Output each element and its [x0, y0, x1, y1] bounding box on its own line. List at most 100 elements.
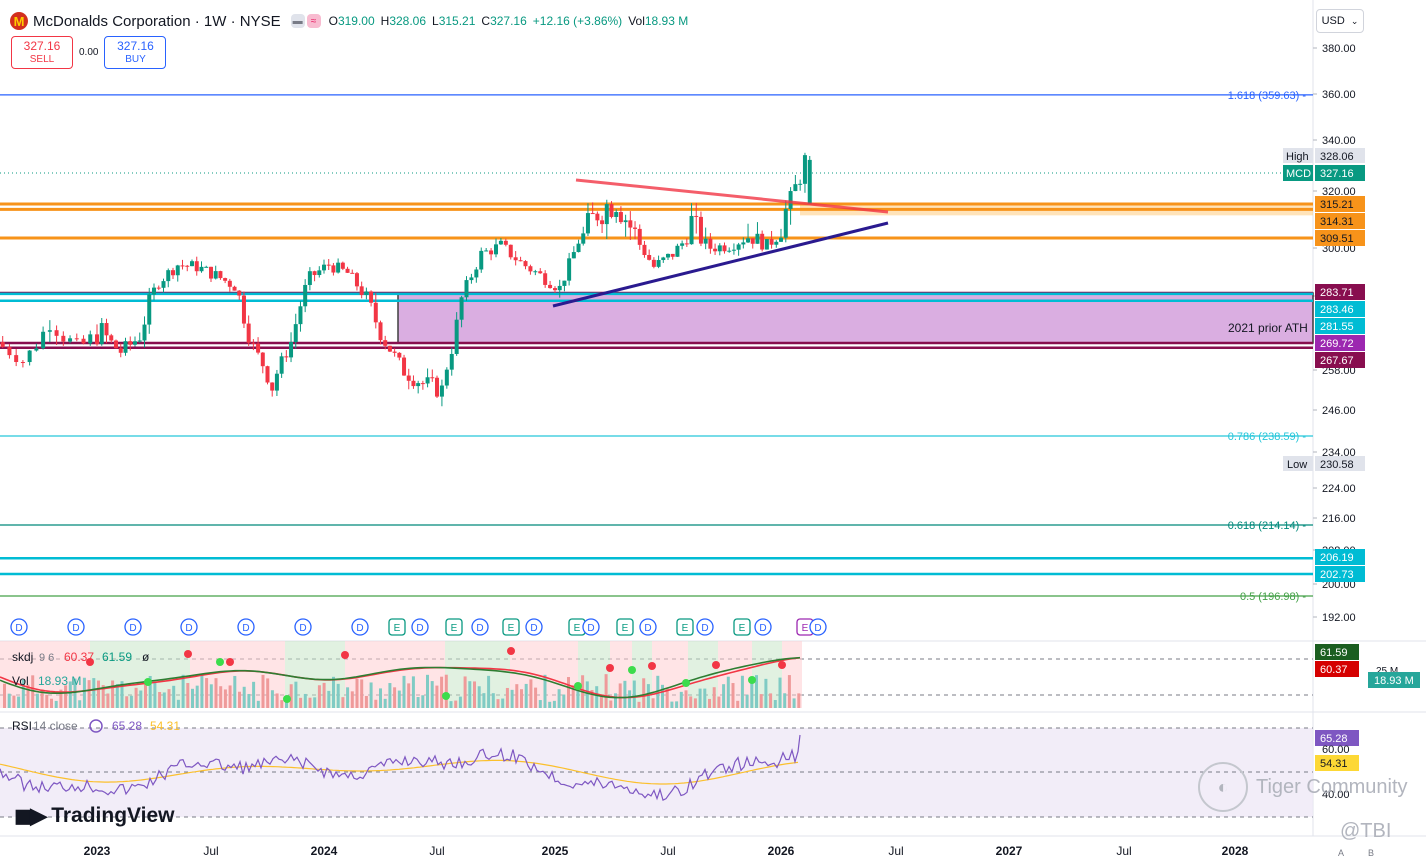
vol-value: 18.93 M — [644, 14, 689, 28]
high-label-box — [1283, 148, 1313, 163]
candle — [435, 377, 439, 397]
rsi-line — [0, 734, 801, 802]
fib-level-label: 0.5 (196.98) - — [1240, 591, 1306, 603]
skdj-k-value: 60.37 — [64, 650, 94, 664]
volume-bar — [543, 674, 547, 708]
volume-bar — [195, 685, 199, 708]
candle — [218, 271, 223, 279]
vol-value: 18.93 M — [38, 674, 81, 688]
level-price-tag — [1315, 284, 1365, 300]
level-price-tag-text: 267.67 — [1320, 355, 1354, 367]
volume-bar — [421, 695, 425, 708]
candle — [279, 356, 284, 374]
dividend-marker-label: D — [356, 623, 363, 634]
level-price-tag-text: 202.73 — [1320, 569, 1354, 581]
earnings-marker — [502, 618, 520, 636]
volume-bar — [614, 693, 617, 708]
volume-bar — [45, 694, 49, 708]
candle — [802, 155, 807, 184]
candle — [454, 319, 459, 354]
candle — [99, 323, 104, 345]
candle — [411, 380, 416, 387]
earnings-marker-label: E — [739, 623, 746, 634]
currency-select[interactable]: USD ⌄ — [1316, 9, 1364, 33]
dividend-marker-label: D — [416, 623, 423, 634]
rsi-ma-tag — [1315, 755, 1359, 771]
volume-bar — [769, 693, 773, 708]
volume-bar — [379, 688, 382, 708]
header-toggles[interactable]: ▬ ≈ — [290, 14, 321, 28]
symbol-title[interactable]: McDonalds Corporation · 1W · NYSE — [33, 12, 281, 30]
skdj-cross-dot — [648, 662, 656, 670]
candle — [567, 258, 572, 281]
candle — [123, 341, 128, 353]
candle — [246, 323, 251, 343]
candle — [557, 285, 562, 291]
y-tick-label: 360.00 — [1322, 89, 1356, 101]
candle — [397, 352, 402, 358]
sell-button[interactable]: 327.16 SELL — [11, 36, 73, 69]
candle — [260, 352, 265, 367]
volume-bar — [778, 677, 782, 708]
candle — [284, 356, 289, 358]
dividend-marker — [696, 618, 714, 636]
volume-bar — [181, 674, 185, 708]
skdj-cross-dot — [184, 650, 192, 658]
skdj-d-tag-text: 61.59 — [1320, 647, 1348, 659]
rsi-level-label: 40.00 — [1322, 789, 1350, 801]
candle — [793, 184, 798, 192]
candle — [713, 248, 718, 252]
candle — [289, 342, 294, 358]
candle — [0, 341, 5, 348]
buy-button[interactable]: 327.16 BUY — [104, 36, 167, 69]
last-price: 327.16 — [1320, 168, 1354, 180]
volume-bar — [129, 695, 133, 708]
minus-icon[interactable]: ▬ — [290, 14, 305, 28]
volume-bar — [219, 686, 223, 708]
volume-bar — [209, 684, 213, 708]
candle — [392, 351, 397, 353]
candle — [538, 271, 543, 274]
low-value-box — [1315, 456, 1365, 471]
skdj-cross-dot — [144, 678, 152, 686]
high-value-box — [1315, 148, 1365, 163]
volume-bar — [731, 683, 735, 708]
volume-bar — [223, 689, 227, 708]
volume-bar — [369, 682, 373, 708]
dividend-marker — [809, 618, 827, 636]
rsi-tag-text: 65.28 — [1320, 733, 1348, 745]
wave-icon[interactable]: ≈ — [306, 14, 321, 28]
volume-bar — [176, 699, 180, 708]
candle — [746, 238, 751, 243]
volume-bar — [12, 695, 16, 708]
candle — [185, 265, 190, 267]
y-tick-label: 192.00 — [1322, 612, 1356, 624]
candle — [7, 347, 12, 356]
skdj-cross-dot — [748, 676, 756, 684]
candle — [204, 266, 209, 268]
rsi-level-label: 60.00 — [1322, 744, 1350, 756]
volume-bar — [416, 697, 420, 708]
volume-bar — [186, 683, 190, 708]
candle — [581, 233, 586, 244]
volume-bar — [722, 684, 726, 708]
volume-bar — [515, 684, 519, 708]
x-tick-label: Jul — [660, 844, 675, 858]
volume-bar — [675, 701, 679, 708]
candle — [209, 266, 213, 279]
candle — [764, 239, 769, 250]
candle — [430, 377, 435, 379]
volume-bar — [120, 681, 124, 708]
sell-label: SELL — [29, 53, 55, 65]
volume-bar — [148, 675, 152, 708]
volume-bar — [562, 694, 566, 708]
candle — [194, 261, 199, 272]
candle — [336, 262, 341, 273]
volume-bar — [393, 687, 397, 708]
volume-bar — [68, 681, 72, 708]
volume-bar — [642, 678, 646, 708]
x-tick-label: 2024 — [311, 844, 338, 858]
candle — [14, 355, 19, 363]
candle — [637, 228, 642, 245]
